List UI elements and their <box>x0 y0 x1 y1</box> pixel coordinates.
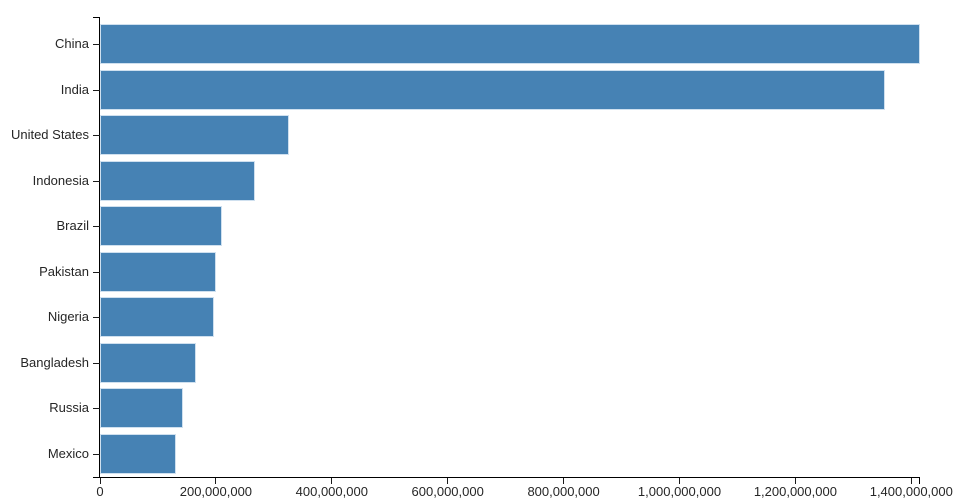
bar-china <box>100 24 920 64</box>
x-axis-tick-label-2: 400,000,000 <box>295 484 368 499</box>
y-axis-line <box>99 17 100 478</box>
y-axis-tick-china <box>93 44 100 45</box>
y-axis-label-china: China <box>55 36 89 51</box>
x-axis-tick-1 <box>215 478 217 484</box>
y-axis-bottom-outer-tick <box>93 477 100 478</box>
y-axis-label-russia: Russia <box>49 400 89 415</box>
y-axis-label-bangladesh: Bangladesh <box>20 354 89 370</box>
x-axis-tick-5 <box>679 478 680 484</box>
y-axis-tick-pakistan <box>93 271 100 273</box>
x-axis-tick-2 <box>331 478 333 484</box>
bar-pakistan <box>100 251 217 292</box>
y-axis-tick-bangladesh <box>93 362 100 364</box>
bar-brazil <box>100 206 223 246</box>
x-axis-tick-label-6: 1,200,000,000 <box>753 484 837 499</box>
bar-india <box>100 69 885 110</box>
y-axis-tick-nigeria <box>93 317 100 318</box>
x-axis-tick-label-3: 600,000,000 <box>411 484 484 499</box>
x-axis-tick-label-0: 0 <box>96 484 104 499</box>
y-axis-label-mexico: Mexico <box>47 445 89 461</box>
y-axis-label-nigeria: Nigeria <box>47 309 89 324</box>
x-axis-tick-6 <box>794 478 796 484</box>
x-axis-tick-0 <box>99 478 101 484</box>
x-axis-tick-3 <box>447 478 449 484</box>
y-axis-label-brazil: Brazil <box>56 218 89 233</box>
bar-mexico <box>100 433 176 474</box>
bar-bangladesh <box>100 342 197 383</box>
x-axis-right-outer-tick <box>919 478 920 484</box>
x-axis-tick-label-4: 800,000,000 <box>527 484 600 499</box>
x-axis-tick-label-7: 1,400,000,000 <box>869 484 953 499</box>
bar-indonesia <box>100 160 255 201</box>
x-axis-tick-label-5: 1,000,000,000 <box>637 484 722 499</box>
x-axis-tick-label-1: 200,000,000 <box>179 484 253 499</box>
x-axis-line <box>99 477 920 478</box>
x-axis-tick-7 <box>910 478 912 484</box>
y-axis-label-pakistan: Pakistan <box>39 263 89 279</box>
y-axis-tick-russia <box>93 408 100 409</box>
bar-united-states <box>100 115 290 155</box>
y-axis-tick-indonesia <box>93 180 100 182</box>
y-axis-label-united-states: United States <box>10 127 89 142</box>
x-axis-tick-4 <box>563 478 565 484</box>
y-axis-label-india: India <box>60 81 89 97</box>
y-axis-tick-mexico <box>93 453 100 455</box>
y-axis-label-indonesia: Indonesia <box>32 172 89 188</box>
y-axis-tick-india <box>93 89 100 91</box>
y-axis-tick-brazil <box>93 226 100 227</box>
bar-nigeria <box>100 297 214 337</box>
y-axis-top-outer-tick <box>93 17 100 18</box>
y-axis-tick-united-states <box>93 135 100 136</box>
bar-russia <box>100 388 184 428</box>
